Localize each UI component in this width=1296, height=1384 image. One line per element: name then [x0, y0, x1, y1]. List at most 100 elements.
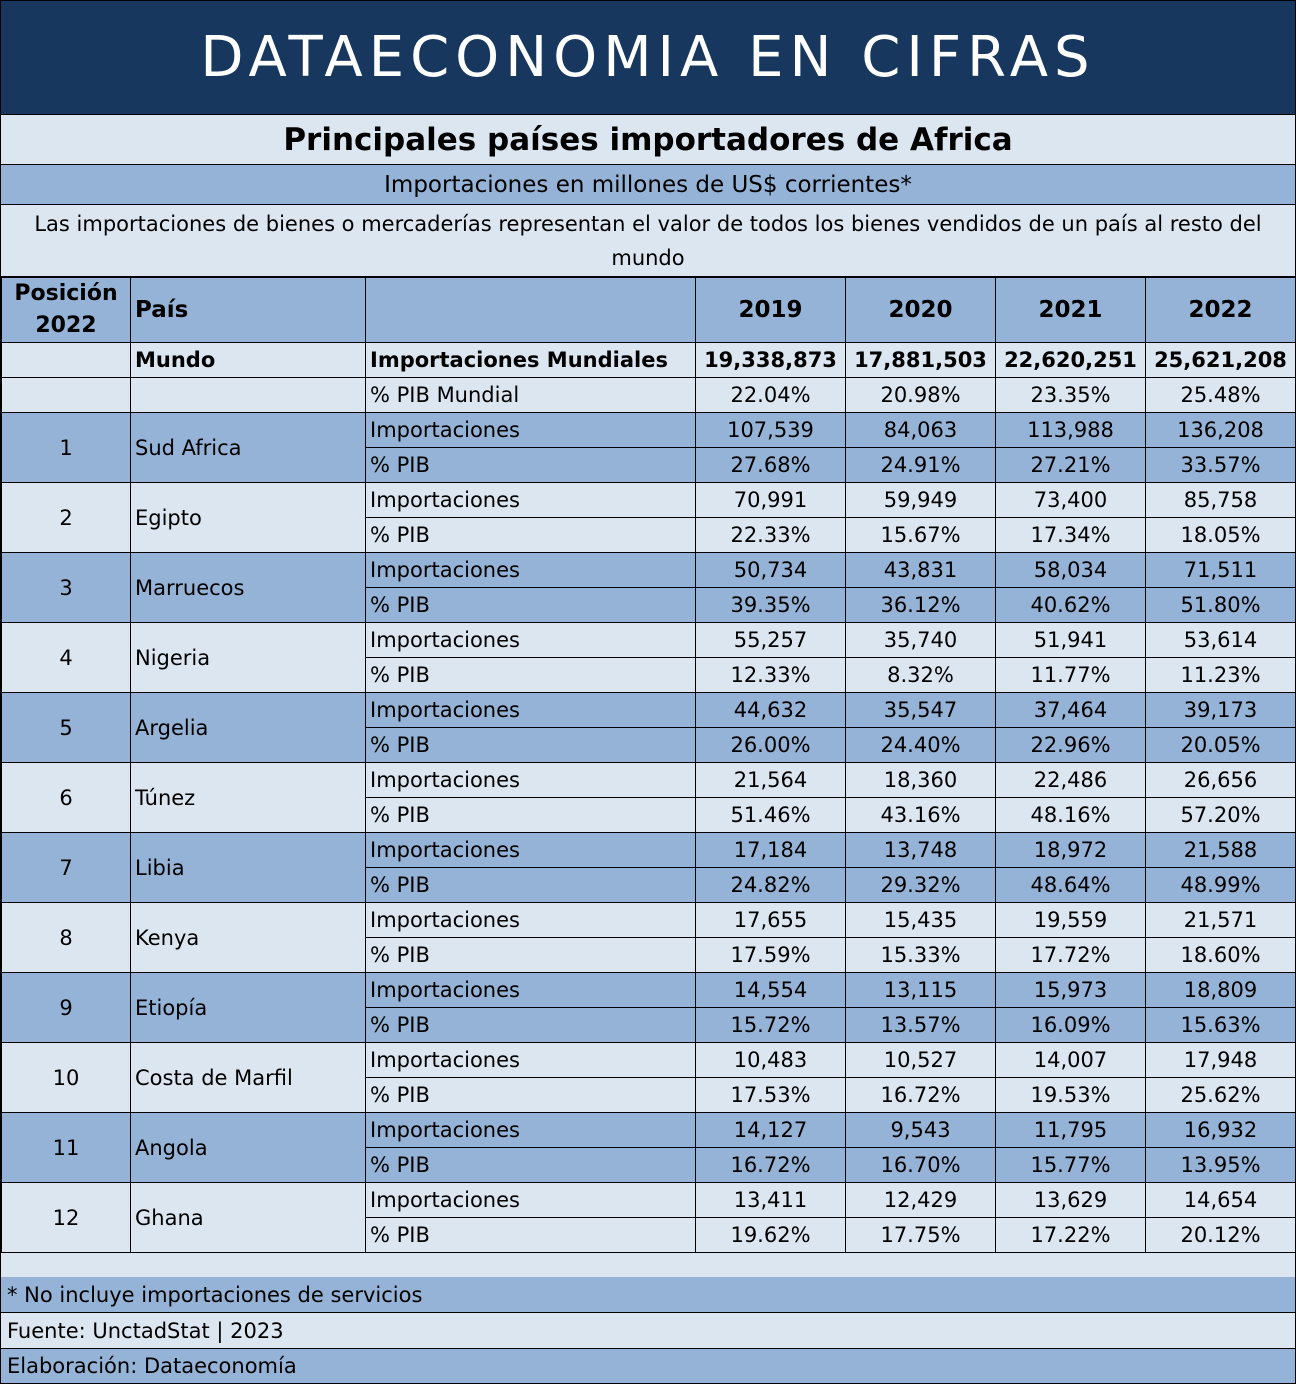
metric-label-cell: Importaciones	[365, 832, 696, 868]
value-cell: 58,034	[995, 552, 1146, 588]
metric-label-cell: Importaciones	[365, 762, 696, 798]
value-cell: 15.72%	[695, 1007, 846, 1043]
country-name-cell: Argelia	[130, 692, 366, 763]
world-name-cell	[130, 377, 366, 413]
value-cell: 33.57%	[1145, 447, 1296, 483]
value-cell: 57.20%	[1145, 797, 1296, 833]
country-name-cell: Kenya	[130, 902, 366, 973]
country-imports-row: 8 Kenya Importaciones 17,655 15,435 19,559 21,…	[1, 902, 1296, 973]
header-position: Posición 2022	[1, 277, 131, 343]
country-name-cell: Nigeria	[130, 622, 366, 693]
header-row: Posición 2022 País 2019 2020 2021 2022	[1, 277, 1296, 343]
rank-cell: 1	[1, 412, 131, 483]
rank-cell: 8	[1, 902, 131, 973]
rank-cell: 10	[1, 1042, 131, 1113]
value-cell: 59,949	[845, 482, 996, 518]
world-rank-cell	[1, 377, 131, 413]
country-name-cell: Etiopía	[130, 972, 366, 1043]
value-cell: 19,338,873	[695, 342, 846, 378]
metric-label-cell: % PIB	[365, 1077, 696, 1113]
country-name-cell: Libia	[130, 832, 366, 903]
value-cell: 17.72%	[995, 937, 1146, 973]
value-cell: 14,127	[695, 1112, 846, 1148]
value-cell: 22,620,251	[995, 342, 1146, 378]
country-gdp-row: % PIB 16.72% 16.70% 15.77% 13.95%	[2, 1147, 1296, 1183]
metric-label-cell: Importaciones	[365, 622, 696, 658]
value-cell: 39,173	[1145, 692, 1296, 728]
value-cell: 70,991	[695, 482, 846, 518]
value-cell: 19.62%	[695, 1217, 846, 1253]
country-gdp-row: % PIB 24.82% 29.32% 48.64% 48.99%	[2, 867, 1296, 903]
value-cell: 17,655	[695, 902, 846, 938]
value-cell: 17.34%	[995, 517, 1146, 553]
value-cell: 12,429	[845, 1182, 996, 1218]
value-cell: 17.22%	[995, 1217, 1146, 1253]
metric-label-cell: % PIB	[365, 867, 696, 903]
value-cell: 40.62%	[995, 587, 1146, 623]
country-imports-row: 3 Marruecos Importaciones 50,734 43,831 58,03…	[1, 552, 1296, 623]
header-metric	[365, 277, 696, 343]
value-cell: 10,483	[695, 1042, 846, 1078]
country-name-cell: Túnez	[130, 762, 366, 833]
value-cell: 9,543	[845, 1112, 996, 1148]
country-gdp-row: % PIB 26.00% 24.40% 22.96% 20.05%	[2, 727, 1296, 763]
value-cell: 13,629	[995, 1182, 1146, 1218]
world-gdp-row: % PIB Mundial 22.04% 20.98% 23.35% 25.48%	[1, 377, 1296, 413]
value-cell: 11.77%	[995, 657, 1146, 693]
country-gdp-row: % PIB 51.46% 43.16% 48.16% 57.20%	[2, 797, 1296, 833]
value-cell: 21,571	[1145, 902, 1296, 938]
value-cell: 24.82%	[695, 867, 846, 903]
value-cell: 17,881,503	[845, 342, 996, 378]
value-cell: 19.53%	[995, 1077, 1146, 1113]
value-cell: 51.80%	[1145, 587, 1296, 623]
country-name-cell: Costa de Marfil	[130, 1042, 366, 1113]
metric-label-cell: % PIB	[365, 587, 696, 623]
value-cell: 35,547	[845, 692, 996, 728]
metric-label-cell: % PIB	[365, 937, 696, 973]
country-imports-row: 4 Nigeria Importaciones 55,257 35,740 51,941 5…	[1, 622, 1296, 693]
world-name-cell: Mundo	[130, 342, 366, 378]
value-cell: 22.33%	[695, 517, 846, 553]
value-cell: 19,559	[995, 902, 1146, 938]
value-cell: 107,539	[695, 412, 846, 448]
value-cell: 15.77%	[995, 1147, 1146, 1183]
metric-label-cell: Importaciones Mundiales	[365, 342, 696, 378]
value-cell: 48.64%	[995, 867, 1146, 903]
country-name-cell: Marruecos	[130, 552, 366, 623]
value-cell: 12.33%	[695, 657, 846, 693]
value-cell: 84,063	[845, 412, 996, 448]
value-cell: 23.35%	[995, 377, 1146, 413]
value-cell: 13.57%	[845, 1007, 996, 1043]
value-cell: 21,588	[1145, 832, 1296, 868]
metric-label-cell: Importaciones	[365, 552, 696, 588]
value-cell: 50,734	[695, 552, 846, 588]
value-cell: 8.32%	[845, 657, 996, 693]
value-cell: 35,740	[845, 622, 996, 658]
value-cell: 20.12%	[1145, 1217, 1296, 1253]
metric-label-cell: % PIB	[365, 1007, 696, 1043]
metric-label-cell: Importaciones	[365, 902, 696, 938]
country-imports-row: 6 Túnez Importaciones 21,564 18,360 22,486 26,…	[1, 762, 1296, 833]
value-cell: 73,400	[995, 482, 1146, 518]
country-imports-row: 7 Libia Importaciones 17,184 13,748 18,972 21,…	[1, 832, 1296, 903]
value-cell: 22.96%	[995, 727, 1146, 763]
value-cell: 15,435	[845, 902, 996, 938]
value-cell: 16.72%	[695, 1147, 846, 1183]
country-imports-row: 9 Etiopía Importaciones 14,554 13,115 15,973 1…	[1, 972, 1296, 1043]
rank-cell: 12	[1, 1182, 131, 1253]
value-cell: 22.04%	[695, 377, 846, 413]
value-cell: 27.21%	[995, 447, 1146, 483]
value-cell: 25.48%	[1145, 377, 1296, 413]
country-imports-row: 12 Ghana Importaciones 13,411 12,429 13,629 14…	[1, 1182, 1296, 1253]
value-cell: 14,654	[1145, 1182, 1296, 1218]
metric-label-cell: % PIB	[365, 447, 696, 483]
metric-label-cell: Importaciones	[365, 1112, 696, 1148]
value-cell: 16.72%	[845, 1077, 996, 1113]
value-cell: 11,795	[995, 1112, 1146, 1148]
metric-label-cell: % PIB	[365, 1147, 696, 1183]
table-subtitle: Importaciones en millones de US$ corrien…	[1, 165, 1295, 205]
value-cell: 17.59%	[695, 937, 846, 973]
value-cell: 43,831	[845, 552, 996, 588]
source-note: Fuente: UnctadStat | 2023	[1, 1313, 1295, 1349]
value-cell: 18.05%	[1145, 517, 1296, 553]
